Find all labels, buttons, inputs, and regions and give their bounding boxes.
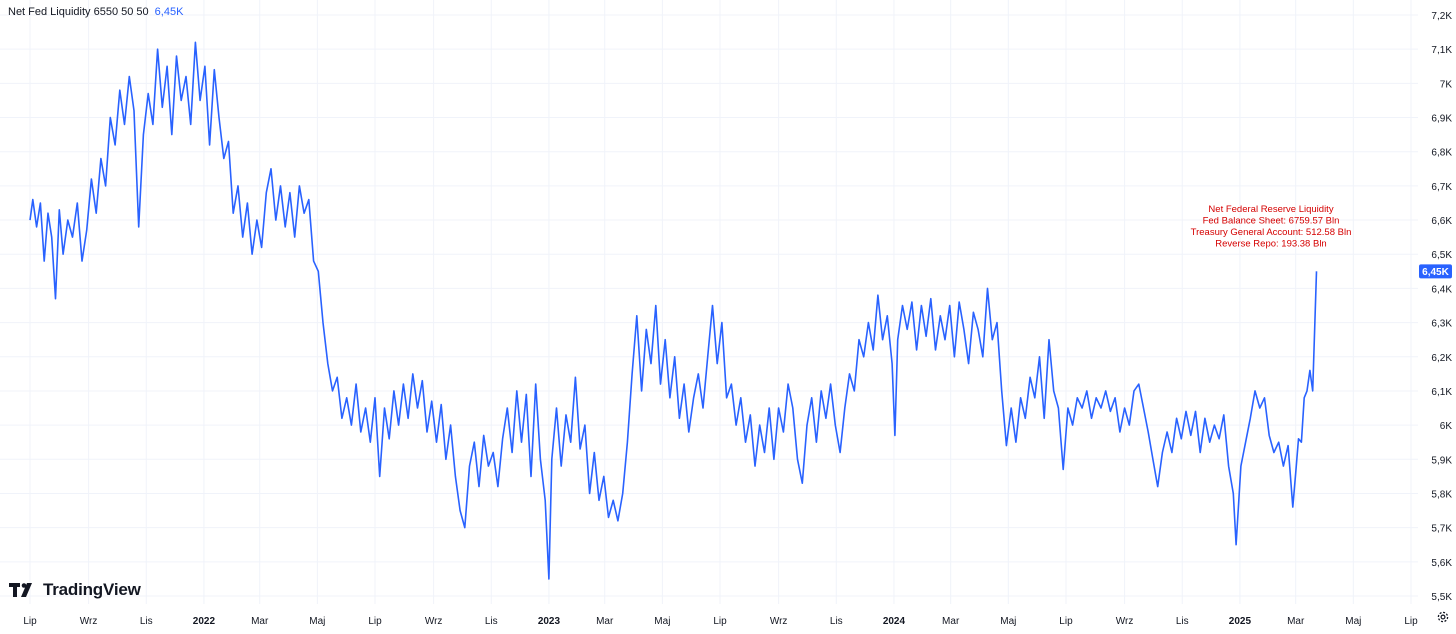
y-tick-label: 6,1K [1431,387,1452,398]
x-tick-label: Maj [654,616,670,627]
y-tick-label: 7,1K [1431,45,1452,56]
last-value-label: 6,45K [1422,267,1449,278]
x-tick-label: Wrz [770,616,788,627]
x-tick-label: Maj [309,616,325,627]
legend-header[interactable]: Net Fed Liquidity 6550 50 50 6,45K [8,6,183,18]
logo-text: TradingView [43,580,141,599]
x-tick-label: Mar [596,616,614,627]
x-tick-label: Mar [1287,616,1305,627]
x-tick-label: 2024 [883,616,906,627]
y-axis[interactable]: 7,2K 7,1K 7K 6,9K 6,8K 6,7K 6,6K 6,5K 6,4K 6,3K 6,… [1431,11,1452,603]
x-tick-label: 2025 [1229,616,1252,627]
annotation-line: Net Federal Reserve Liquidity [1208,204,1333,215]
y-tick-label: 5,8K [1431,489,1452,500]
x-tick-label: Lip [1059,616,1073,627]
y-tick-label: 5,7K [1431,524,1452,535]
x-tick-label: Lis [1176,616,1189,627]
y-tick-label: 6K [1440,421,1453,432]
x-tick-label: Mar [942,616,960,627]
y-tick-label: 6,8K [1431,148,1452,159]
x-tick-label: Lip [1404,616,1418,627]
annotation-line: Fed Balance Sheet: 6759.57 Bln [1203,216,1340,227]
grid-layer [0,0,1418,604]
y-tick-label: 6,5K [1431,250,1452,261]
y-tick-label: 6,4K [1431,284,1452,295]
tradingview-logo-icon [9,583,32,597]
y-tick-label: 6,6K [1431,216,1452,227]
x-tick-label: Lis [830,616,843,627]
y-tick-label: 5,9K [1431,455,1452,466]
x-tick-label: 2022 [193,616,216,627]
x-tick-label: Lis [140,616,153,627]
settings-gear-icon[interactable] [1436,610,1450,624]
annotation-line: Reverse Repo: 193.38 Bln [1215,239,1326,250]
y-tick-label: 7K [1440,79,1453,90]
x-tick-label: Wrz [80,616,98,627]
y-tick-label: 7,2K [1431,11,1452,22]
y-tick-label: 6,9K [1431,114,1452,125]
indicator-last-value: 6,45K [154,6,184,18]
x-tick-label: Wrz [425,616,443,627]
x-tick-label: Lip [23,616,37,627]
last-value-badge [1419,264,1452,279]
x-tick-label: Maj [1000,616,1016,627]
x-tick-label: 2023 [538,616,561,627]
y-tick-label: 6,3K [1431,319,1452,330]
indicator-title[interactable]: Net Fed Liquidity 6550 50 50 [8,6,149,18]
tradingview-logo[interactable]: TradingView [9,580,141,600]
x-tick-label: Lis [485,616,498,627]
y-tick-label: 6,7K [1431,182,1452,193]
last-value-marker: 6,45K [1419,264,1452,279]
x-tick-label: Wrz [1116,616,1134,627]
x-tick-label: Mar [251,616,269,627]
series-line[interactable] [29,41,1318,580]
x-tick-label: Maj [1345,616,1361,627]
x-axis[interactable]: Lip Wrz Lis 2022 Mar Maj Lip Wrz Lis 2023 Mar Maj Li… [23,616,1418,627]
x-tick-label: Lip [713,616,727,627]
series-layer [29,41,1318,580]
x-tick-label: Lip [368,616,382,627]
y-tick-label: 5,6K [1431,558,1452,569]
y-tick-label: 5,5K [1431,592,1452,603]
y-tick-label: 6,2K [1431,353,1452,364]
annotation-line: Treasury General Account: 512.58 Bln [1191,227,1352,238]
